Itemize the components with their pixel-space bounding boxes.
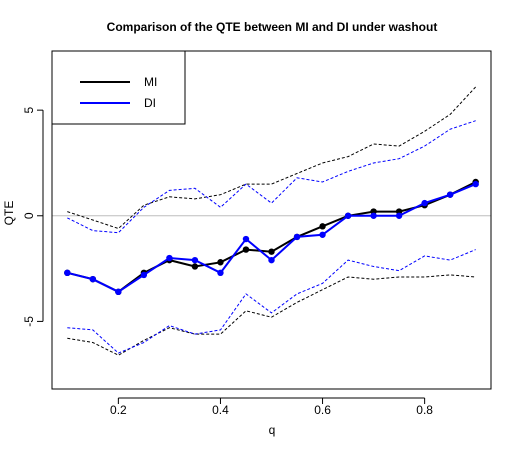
y-axis-label: QTE — [2, 201, 16, 226]
di-data-point — [395, 212, 403, 219]
di-data-point — [472, 180, 479, 188]
x-tick-label: 0.6 — [314, 403, 331, 417]
plot-frame — [51, 50, 492, 390]
mi-series-line — [67, 181, 477, 293]
di-data-point — [319, 231, 326, 238]
mi-data-point — [268, 248, 275, 255]
mi-data-point — [191, 263, 199, 270]
mi-data-point — [242, 246, 250, 253]
di-data-point — [293, 233, 301, 241]
di-data-point — [268, 256, 275, 264]
x-tick-label: 0.4 — [212, 403, 229, 417]
x-tick-label: 0.8 — [416, 403, 433, 417]
mi-lower-bound-line — [67, 274, 476, 356]
di-series-line — [67, 183, 477, 293]
di-lower-bound-line — [67, 249, 476, 354]
di-data-point — [64, 269, 71, 277]
di-data-point — [446, 191, 454, 198]
x-tick-label: 0.2 — [110, 403, 127, 417]
di-data-point — [140, 271, 148, 279]
mi-upper-bound-line — [67, 86, 477, 230]
mi-legend-label: MI — [144, 75, 157, 89]
di-data-point — [115, 288, 122, 296]
di-upper-bound-line — [67, 120, 476, 234]
y-tick-label: -5 — [22, 316, 36, 327]
chart-title: Comparison of the QTE between MI and DI … — [107, 20, 438, 34]
di-data-point — [370, 212, 377, 219]
legend-box — [51, 50, 186, 125]
y-tick-label: 5 — [22, 107, 36, 114]
di-legend-label: DI — [144, 96, 156, 110]
plot-area — [52, 86, 491, 356]
di-data-point — [217, 269, 224, 277]
di-data-point — [421, 199, 428, 207]
di-data-point — [242, 235, 250, 243]
x-axis-label: q — [269, 423, 276, 437]
mi-data-point — [319, 223, 326, 230]
di-data-point — [89, 275, 97, 283]
mi-data-point — [217, 259, 224, 266]
axes: 0.2 0.4 0.6 0.8 -5 0 5 — [22, 50, 492, 417]
y-tick-label: 0 — [22, 212, 36, 219]
legend: MI DI — [51, 50, 186, 125]
di-data-point — [191, 256, 199, 264]
di-data-point — [166, 254, 173, 262]
di-data-point — [344, 212, 352, 219]
